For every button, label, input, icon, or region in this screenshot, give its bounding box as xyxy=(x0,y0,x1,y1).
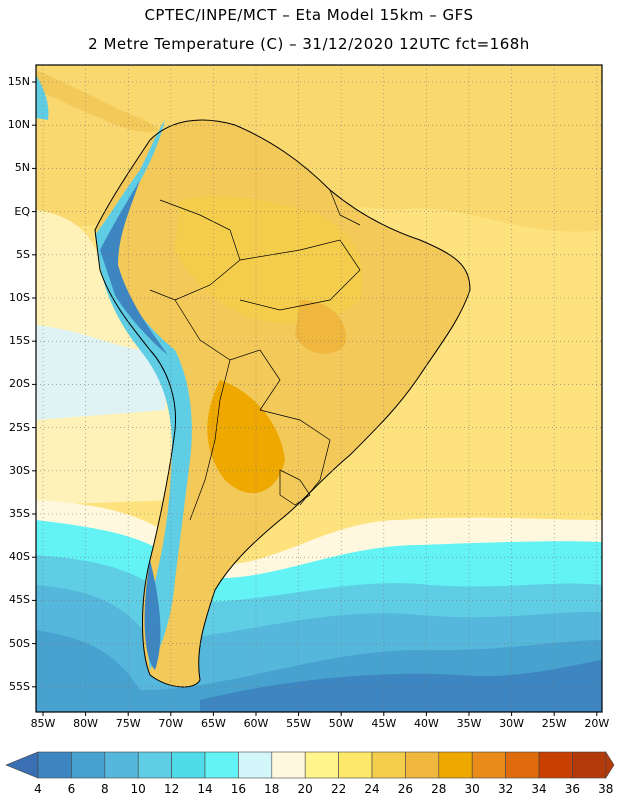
central-america-land xyxy=(36,70,160,132)
lat-label: 20S xyxy=(9,377,30,391)
colorbar-swatch xyxy=(538,751,573,779)
colorbar-label: 6 xyxy=(67,782,76,796)
lat-label: 40S xyxy=(9,550,30,564)
colorbar-swatch xyxy=(104,751,139,779)
lon-label: 30W xyxy=(499,717,525,730)
amazon-zone xyxy=(175,195,363,324)
chart-title-line2: 2 Metre Temperature (C) – 31/12/2020 12U… xyxy=(88,35,530,53)
lon-label: 40W xyxy=(413,717,439,730)
lon-label: 20W xyxy=(584,717,610,730)
andes-peak-north xyxy=(100,180,168,355)
colorbar-label: 32 xyxy=(497,782,514,796)
colorbar-swatch xyxy=(304,751,339,779)
central-america-cold xyxy=(36,75,49,120)
colorbar-arrow-low xyxy=(5,751,39,779)
colorbar-label: 10 xyxy=(130,782,146,796)
colorbar-label: 8 xyxy=(100,782,109,796)
colorbar-swatch xyxy=(405,751,440,779)
colorbar-swatch xyxy=(438,751,473,779)
colorbar-swatch xyxy=(71,751,106,779)
colorbar-label: 28 xyxy=(431,782,447,796)
lat-label: EQ xyxy=(14,204,30,218)
hot-zone-central xyxy=(207,380,285,494)
colorbar-swatch xyxy=(37,751,72,779)
lat-label: 50S xyxy=(9,636,30,650)
colorbar-swatch xyxy=(371,751,406,779)
colorbar-label: 22 xyxy=(330,782,347,796)
ocean-band-8 xyxy=(200,660,602,712)
lat-label: 15N xyxy=(7,75,30,88)
colorbar-label: 36 xyxy=(564,782,581,796)
pacific-cool-zone xyxy=(36,325,166,420)
lon-label: 55W xyxy=(286,717,312,730)
lat-label: 25S xyxy=(9,420,30,434)
lon-label: 25W xyxy=(541,717,567,730)
colorbar-swatch xyxy=(271,751,306,779)
colorbar-label: 4 xyxy=(34,782,42,796)
lat-label: 55S xyxy=(9,679,30,693)
colorbar-label: 34 xyxy=(531,782,547,796)
colorbar-label: 18 xyxy=(264,782,280,796)
colorbar-swatch xyxy=(572,751,607,779)
hot-zone-brazil xyxy=(295,300,346,354)
lat-label: 35S xyxy=(9,507,30,520)
lon-label: 45W xyxy=(371,717,397,730)
lon-label: 75W xyxy=(115,717,141,730)
lat-label: 10N xyxy=(7,118,30,132)
lat-label: 10S xyxy=(9,291,30,304)
colorbar-label: 20 xyxy=(297,782,313,796)
chart-title-line1: CPTEC/INPE/MCT – Eta Model 15km – GFS xyxy=(144,6,474,24)
map-frame xyxy=(35,64,603,713)
axis-ticks xyxy=(32,81,598,716)
coastline xyxy=(94,119,471,688)
lat-label: 5N xyxy=(14,161,30,175)
colorbar-arrow-high xyxy=(605,750,615,780)
lon-label: 85W xyxy=(30,717,56,730)
andes-peak-south xyxy=(144,560,161,670)
lon-label: 65W xyxy=(200,717,226,730)
lat-label: 45S xyxy=(9,593,30,607)
colorbar-swatch xyxy=(471,751,506,779)
lat-label: 30S xyxy=(9,463,30,477)
colorbar-swatch xyxy=(238,751,273,779)
lat-label: 5S xyxy=(16,247,30,261)
lon-label: 35W xyxy=(456,717,482,730)
lon-label: 60W xyxy=(243,717,269,730)
andes-cold-ridge xyxy=(95,120,192,670)
colorbar-label: 24 xyxy=(364,782,380,796)
lon-label: 70W xyxy=(158,717,184,730)
colorbar-label: 30 xyxy=(464,782,480,796)
lat-label: 15S xyxy=(9,334,30,348)
lon-label: 50W xyxy=(328,717,354,730)
colorbar-label: 12 xyxy=(163,782,180,796)
colorbar-label: 38 xyxy=(598,782,614,796)
colorbar-swatch xyxy=(338,751,373,779)
colorbar-swatch xyxy=(171,751,206,779)
colorbar-label: 14 xyxy=(197,782,213,796)
map-field xyxy=(36,65,602,712)
colorbar-swatch xyxy=(204,751,239,779)
colorbar-label: 26 xyxy=(397,782,414,796)
country-borders xyxy=(149,189,361,521)
colorbar-swatch xyxy=(505,751,540,779)
colorbar-label: 16 xyxy=(230,782,247,796)
colorbar-swatch xyxy=(137,751,172,779)
lon-label: 80W xyxy=(73,717,99,730)
